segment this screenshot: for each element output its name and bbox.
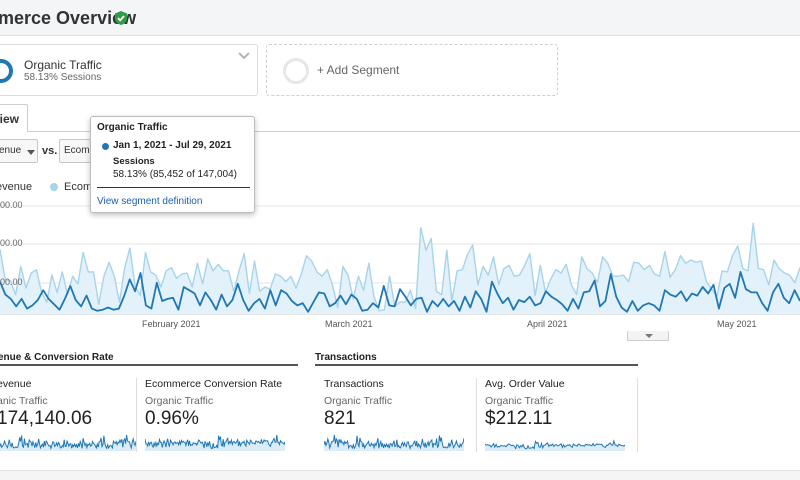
group-rule <box>0 364 298 366</box>
sparkline-line <box>324 434 464 450</box>
metric-segment: Organic Traffic <box>145 395 214 407</box>
metric-value: 821 <box>324 408 356 429</box>
segment-tooltip: Organic Traffic Jan 1, 2021 - Jul 29, 20… <box>90 116 255 213</box>
metric-select-value: enue <box>0 145 22 156</box>
sparkline <box>145 434 285 451</box>
report-header: merce Overview <box>0 0 800 36</box>
sparkline-line <box>0 434 137 450</box>
metric-select[interactable]: enue <box>0 139 38 163</box>
sparkline <box>485 439 625 451</box>
metric-name: Avg. Order Value <box>485 378 565 390</box>
metric-value: $212.11 <box>485 408 553 429</box>
segment-name: Organic Traffic <box>24 58 102 72</box>
sparkline-area <box>145 435 285 451</box>
metric-name: evenue <box>0 378 32 390</box>
y-tick-label: 00.00 <box>0 277 23 287</box>
segment-ring-icon <box>0 59 13 83</box>
x-tick-label: February 2021 <box>142 319 201 329</box>
chart-series-group <box>0 222 800 314</box>
legend-secondary-label: Ecom <box>64 181 93 193</box>
page-title: merce Overview <box>0 8 137 28</box>
metric-divider <box>637 378 638 452</box>
view-segment-definition-link[interactable]: View segment definition <box>97 196 203 207</box>
x-tick-label: March 2021 <box>325 319 373 329</box>
metric-divider <box>476 378 477 452</box>
metric-name: Ecommerce Conversion Rate <box>145 378 283 390</box>
x-tick-label: April 2021 <box>527 319 568 329</box>
chart-collapse-handle[interactable] <box>627 331 669 341</box>
caret-down-icon <box>645 334 653 338</box>
tab-overview[interactable]: view <box>0 104 28 132</box>
footer-band <box>0 470 800 480</box>
metric-segment: anic Traffic <box>0 395 48 407</box>
legend-primary-label: evenue <box>0 181 33 193</box>
shield-check-icon <box>115 11 127 25</box>
metric-card-avg-order-value[interactable]: Avg. Order Value Organic Traffic $212.11 <box>485 376 645 454</box>
sparkline-line <box>145 434 285 450</box>
tab-overview-label: view <box>0 112 20 126</box>
metric-value: 0.96% <box>145 408 199 429</box>
series-area-secondary <box>0 223 800 314</box>
tab-divider <box>28 131 800 132</box>
x-tick-label: May 2021 <box>717 319 757 329</box>
metric-divider <box>136 378 137 452</box>
tooltip-metric: Sessions <box>113 156 155 167</box>
metric-value: 174,140.06 <box>0 408 93 429</box>
vs-label: vs. <box>42 145 58 157</box>
compare-select-value: Ecomme <box>64 145 98 156</box>
add-segment-ring-icon <box>283 58 309 84</box>
legend-item-primary: evenue <box>0 181 32 193</box>
series-line-primary <box>0 271 800 313</box>
sparkline-line <box>485 439 625 450</box>
metric-card-revenue[interactable]: evenue anic Traffic 174,140.06 <box>0 376 157 454</box>
tooltip-title: Organic Traffic <box>97 122 168 133</box>
tooltip-divider <box>97 187 250 188</box>
metric-segment: Organic Traffic <box>485 395 554 407</box>
metric-card-transactions[interactable]: Transactions Organic Traffic 821 <box>324 376 484 454</box>
series-line-secondary <box>0 222 800 312</box>
metric-segment: Organic Traffic <box>324 395 393 407</box>
sparkline <box>0 434 137 451</box>
chevron-down-icon[interactable] <box>237 51 251 61</box>
caret-down-icon <box>27 150 35 155</box>
group-rule <box>315 364 638 366</box>
tooltip-value: 58.13% (85,452 of 147,004) <box>113 169 237 180</box>
metric-card-conversion-rate[interactable]: Ecommerce Conversion Rate Organic Traffi… <box>145 376 305 454</box>
segment-card-organic-traffic[interactable]: Organic Traffic 58.13% Sessions <box>0 44 258 96</box>
y-tick-label: 00.00 <box>0 200 23 210</box>
tooltip-series-dot <box>102 143 109 150</box>
line-chart[interactable] <box>0 196 800 331</box>
group-title-revenue: enue & Conversion Rate <box>0 352 114 363</box>
group-title-transactions: Transactions <box>315 352 377 363</box>
tooltip-date-range: Jan 1, 2021 - Jul 29, 2021 <box>113 140 232 151</box>
sparkline <box>324 434 464 451</box>
add-segment-button[interactable]: + Add Segment <box>266 44 558 96</box>
segment-share: 58.13% Sessions <box>24 72 102 83</box>
metric-name: Transactions <box>324 378 384 390</box>
add-segment-label: + Add Segment <box>317 63 400 77</box>
y-tick-label: 00.00 <box>0 238 23 248</box>
sparkline-area <box>485 441 625 451</box>
legend-dot-secondary <box>50 183 58 191</box>
